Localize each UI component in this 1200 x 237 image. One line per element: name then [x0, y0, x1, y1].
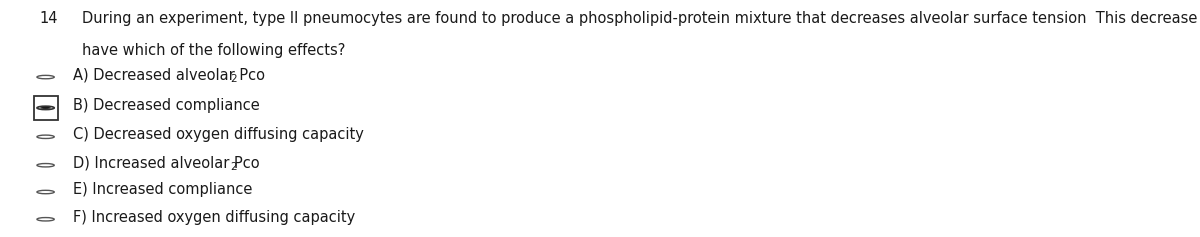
Text: F) Increased oxygen diffusing capacity: F) Increased oxygen diffusing capacity: [73, 210, 355, 224]
Text: A) Decreased alveolar Pco: A) Decreased alveolar Pco: [73, 67, 265, 82]
Text: C) Decreased oxygen diffusing capacity: C) Decreased oxygen diffusing capacity: [73, 127, 364, 142]
Text: D) Increased alveolar Pco: D) Increased alveolar Pco: [73, 155, 260, 170]
Text: 14: 14: [40, 11, 58, 26]
Text: have which of the following effects?: have which of the following effects?: [82, 43, 344, 58]
Circle shape: [41, 107, 50, 109]
Text: B) Decreased compliance: B) Decreased compliance: [73, 98, 260, 113]
Circle shape: [37, 135, 54, 138]
Bar: [34, 96, 58, 120]
Text: E) Increased compliance: E) Increased compliance: [73, 182, 252, 197]
Text: During an experiment, type II pneumocytes are found to produce a phospholipid-pr: During an experiment, type II pneumocyte…: [82, 11, 1200, 26]
Circle shape: [37, 106, 54, 109]
Circle shape: [37, 218, 54, 221]
Text: 2: 2: [230, 162, 238, 172]
Text: 2: 2: [230, 74, 238, 84]
Circle shape: [37, 75, 54, 79]
Circle shape: [37, 164, 54, 167]
Circle shape: [37, 190, 54, 194]
